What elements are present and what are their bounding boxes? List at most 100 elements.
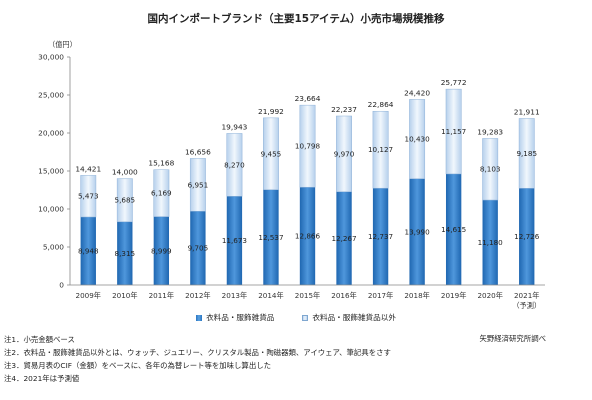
data-label-total: 22,864: [368, 100, 394, 109]
note-2: 注2．衣料品・服飾雑貨品以外とは、ウォッチ、ジュエリー、クリスタル製品・陶磁器類…: [4, 348, 391, 357]
note-1: 注1．小売金額ベース: [4, 335, 75, 344]
x-tick-label: 2014年: [258, 291, 283, 300]
x-tick-label: 2021年: [514, 291, 539, 300]
data-label-apparel: 14,615: [441, 225, 466, 234]
data-label-apparel: 12,866: [295, 232, 321, 241]
data-label-non-apparel: 10,127: [368, 145, 393, 154]
x-tick-label: 2013年: [222, 291, 247, 300]
bar-non-apparel-2015年: [299, 104, 316, 188]
data-label-total: 24,420: [404, 88, 430, 97]
bar-apparel-2017年: [372, 188, 389, 285]
x-tick-label: 2011年: [149, 291, 174, 300]
legend-item-non-apparel: 衣料品・服飾雑貨品以外: [302, 312, 396, 323]
data-label-total: 14,421: [75, 164, 101, 173]
data-label-non-apparel: 5,473: [78, 192, 99, 201]
bar-apparel-2015年: [299, 187, 316, 285]
data-label-apparel: 13,990: [405, 227, 431, 236]
bar-apparel-2012年: [190, 211, 206, 285]
source-credit: 矢野経済研究所調べ: [479, 334, 546, 343]
x-tick-label: 2018年: [404, 291, 429, 300]
x-tick-label: 2020年: [477, 291, 502, 300]
data-label-non-apparel: 9,970: [334, 149, 355, 158]
data-label-total: 23,664: [295, 94, 321, 103]
data-label-total: 21,911: [514, 107, 540, 116]
x-tick-label: 2009年: [76, 291, 101, 300]
data-label-non-apparel: 8,270: [224, 160, 245, 169]
bar-non-apparel-2018年: [409, 99, 426, 179]
data-label-apparel: 12,267: [331, 234, 356, 243]
bar-non-apparel-2014年: [263, 117, 279, 190]
note-4: 注4．2021年は予測値: [4, 374, 80, 383]
data-label-apparel: 11,673: [222, 236, 247, 245]
bar-apparel-2011年: [153, 216, 170, 285]
data-label-apparel: 12,537: [258, 233, 283, 242]
data-label-non-apparel: 10,798: [295, 142, 321, 151]
bar-apparel-2010年: [117, 221, 133, 285]
y-tick-label: 20,000: [38, 129, 64, 138]
data-label-apparel: 11,180: [478, 238, 504, 247]
bar-apparel-2014年: [263, 189, 279, 285]
y-tick-label: 25,000: [38, 91, 64, 100]
data-label-non-apparel: 9,185: [516, 149, 537, 158]
bar-non-apparel-2019年: [445, 88, 462, 175]
y-tick-label: 0: [59, 281, 64, 290]
note-3: 注3．貿易月表のCIF（金額）をベースに、各年の為替レート等を加味し算出した: [4, 361, 271, 370]
data-label-total: 25,772: [441, 78, 467, 87]
data-label-non-apparel: 8,103: [480, 165, 501, 174]
bar-non-apparel-2010年: [116, 178, 133, 223]
data-label-non-apparel: 9,455: [261, 149, 282, 158]
bar-non-apparel-2011年: [153, 169, 170, 217]
y-axis: 0 5,000 10,000 15,000 20,000 25,000 30,000: [38, 53, 71, 290]
data-label-total: 21,992: [258, 107, 284, 116]
data-label-apparel: 12,737: [368, 232, 393, 241]
data-label-total: 19,943: [221, 122, 247, 131]
x-tick-label: 2016年: [331, 291, 356, 300]
x-tick-label: 2012年: [185, 291, 210, 300]
data-label-non-apparel: 5,685: [115, 196, 136, 205]
bar-series-group: 8,948 5,473 14,421 8,315 5,685 14,000 8,999 6,1…: [75, 78, 540, 285]
data-label-total: 22,237: [331, 105, 357, 114]
data-label-apparel: 12,726: [514, 232, 540, 241]
y-tick-label: 10,000: [38, 205, 64, 214]
x-tick-label: 2017年: [368, 291, 393, 300]
data-label-total: 14,000: [112, 168, 138, 177]
bar-non-apparel-2021年: [518, 118, 535, 189]
x-tick-label: 2019年: [441, 291, 466, 300]
data-label-total: 19,283: [477, 127, 503, 136]
y-tick-label: 30,000: [38, 53, 64, 62]
data-label-total: 15,168: [148, 159, 174, 168]
bar-apparel-2020年: [482, 200, 498, 285]
bar-non-apparel-2012年: [189, 158, 206, 212]
bar-apparel-2013年: [226, 196, 243, 285]
y-axis-unit-label: （億円）: [48, 40, 77, 49]
legend-swatch-non-apparel: [302, 314, 309, 321]
data-label-non-apparel: 6,951: [188, 180, 209, 189]
legend-item-apparel: 衣料品・服飾雑貨品: [196, 312, 274, 323]
data-label-apparel: 9,705: [188, 244, 209, 253]
bar-non-apparel-2009年: [80, 175, 97, 218]
bar-non-apparel-2013年: [226, 133, 243, 197]
data-label-total: 16,656: [185, 147, 211, 156]
x-tick-sublabel: （予測）: [512, 301, 541, 310]
bar-non-apparel-2017年: [372, 110, 389, 189]
x-tick-label: 2015年: [295, 291, 320, 300]
bar-apparel-2019年: [445, 173, 462, 285]
bar-non-apparel-2016年: [336, 115, 352, 193]
y-tick-label: 15,000: [38, 167, 64, 176]
chart-notes: 注1．小売金額ベース 注2．衣料品・服飾雑貨品以外とは、ウォッチ、ジュエリー、ク…: [4, 333, 391, 385]
bar-apparel-2009年: [80, 216, 96, 285]
x-tick-label: 2010年: [112, 291, 137, 300]
chart-legend: 衣料品・服飾雑貨品 衣料品・服飾雑貨品以外: [0, 312, 592, 323]
data-label-apparel: 8,999: [151, 246, 172, 255]
data-label-non-apparel: 6,169: [151, 189, 172, 198]
bar-apparel-2021年: [519, 188, 535, 285]
bar-apparel-2018年: [409, 178, 425, 285]
legend-label-apparel: 衣料品・服飾雑貨品: [206, 313, 275, 322]
bar-non-apparel-2020年: [482, 138, 499, 201]
y-tick-label: 5,000: [43, 243, 64, 252]
data-label-non-apparel: 10,430: [405, 135, 431, 144]
data-label-apparel: 8,315: [115, 249, 136, 258]
chart-title: 国内インポートブランド（主要15アイテム）小売市場規模推移: [147, 12, 445, 25]
